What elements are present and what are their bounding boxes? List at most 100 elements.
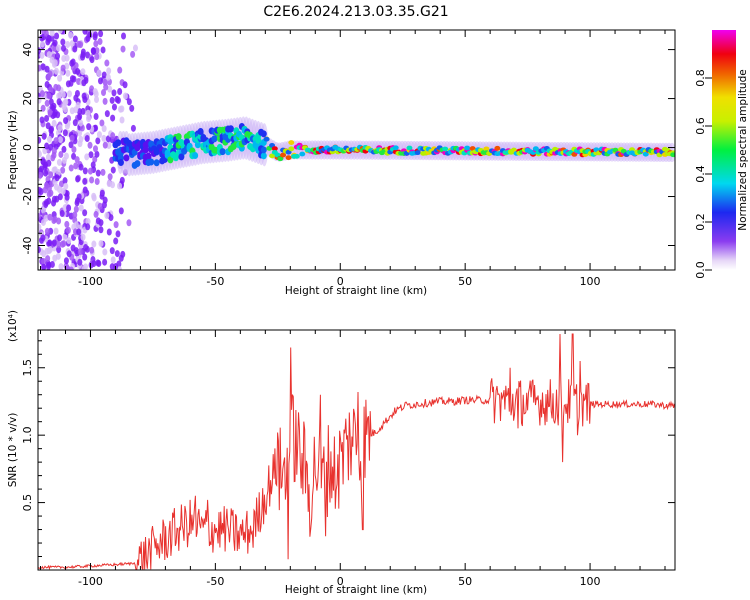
spectrogram-noise-cell — [68, 31, 74, 39]
spectrogram-noise-cell — [70, 244, 76, 252]
snr-y-axis-label: SNR (10 * v/v) — [7, 413, 19, 488]
spectrogram-noise-cell — [122, 81, 128, 89]
spectrogram-noise-cell — [98, 226, 104, 234]
spectrogram-noise-cell — [126, 98, 132, 106]
spectrogram-ridge-cell — [115, 139, 122, 147]
spectrogram-noise-cell — [107, 173, 113, 181]
chart-title: C2E6.2024.213.03.35.G21 — [263, 4, 448, 20]
spectrogram-noise-cell — [88, 151, 94, 159]
spectrogram-noise-cell — [97, 77, 103, 85]
spectrogram-noise-cell — [58, 263, 64, 270]
snr-axes: -100 -50 0 50 100 0.5 1.0 1.5 — [21, 330, 675, 588]
spectrogram-ridge-cell — [442, 146, 449, 152]
spectrogram-noise-cell — [38, 47, 42, 55]
snr-panel: -100 -50 0 50 100 0.5 1.0 1.5 Height of straigh… — [7, 310, 676, 596]
spectrogram-noise-cell — [85, 109, 91, 117]
spectrogram-noise-cell — [54, 32, 60, 40]
spectrogram-noise-cell — [82, 186, 88, 194]
spectrogram-noise-cell — [46, 51, 52, 59]
spectrogram-noise-cell — [101, 201, 107, 209]
spectrogram-noise-cell — [81, 79, 87, 87]
spectrogram-noise-cell — [44, 142, 50, 150]
spectrogram-noise-cell — [119, 105, 125, 113]
spectrogram-noise-cell — [77, 113, 83, 121]
spectrogram-noise-cell — [51, 239, 57, 247]
snr-y-tick-label: 0.5 — [21, 494, 34, 512]
spectrogram-noise-cell — [77, 248, 83, 256]
spectrogram-noise-cell — [78, 163, 84, 171]
spectrogram-noise-cell — [56, 158, 62, 166]
spectrogram-noise-cell — [100, 168, 106, 176]
spectrogram-noise-cell — [91, 240, 97, 248]
spectrogram-noise-cell — [121, 32, 127, 40]
spectrogram-ridge-cell — [117, 159, 124, 167]
spectrogram-noise-cell — [43, 214, 49, 222]
spectrogram-noise-cell — [44, 182, 50, 190]
spectrogram-x-tick-label: 50 — [458, 275, 472, 288]
spectrogram-noise-cell — [73, 106, 79, 114]
snr-series-line — [38, 333, 675, 570]
spectrogram-noise-cell — [40, 206, 46, 214]
spectrogram-ridge-cell — [670, 152, 675, 158]
spectrogram-noise-cell — [76, 40, 82, 48]
spectrogram-noise-cell — [87, 141, 93, 149]
spectrogram-noise-cell — [56, 240, 62, 248]
snr-x-tick-label: -100 — [78, 575, 103, 588]
spectrogram-noise-cell — [38, 64, 42, 72]
spectrogram-noise-cell — [65, 41, 71, 49]
spectrogram-noise-cell — [48, 171, 54, 179]
spectrogram-ridge-cell — [260, 146, 267, 154]
spectrogram-noise-cell — [102, 97, 108, 105]
spectrogram-noise-cell — [69, 134, 75, 142]
spectrogram-noise-cell — [117, 182, 123, 190]
spectrogram-noise-cell — [65, 69, 71, 77]
spectrogram-noise-cell — [132, 44, 138, 52]
spectrogram-noise-cell — [58, 180, 64, 188]
spectrogram-noise-cell — [102, 78, 108, 86]
spectrogram-ridge-cell — [175, 133, 182, 141]
spectrogram-noise-cell — [66, 237, 72, 245]
spectrogram-ridge-cell — [142, 146, 149, 154]
spectrogram-noise-cell — [68, 164, 74, 172]
spectrogram-noise-cell — [63, 262, 69, 270]
spectrogram-noise-cell — [63, 257, 69, 265]
spectrogram-noise-cell — [100, 46, 106, 54]
spectrogram-noise-cell — [101, 134, 107, 142]
spectrogram-noise-cell — [96, 69, 102, 77]
spectrogram-ridge-cell — [392, 145, 399, 151]
spectrogram-noise-cell — [116, 266, 122, 270]
spectrogram-ridge-cell — [642, 151, 649, 157]
spectrogram-noise-cell — [57, 136, 63, 144]
spectrogram-noise-cell — [38, 223, 42, 231]
spectrogram-ridge-cell — [153, 159, 160, 167]
spectrogram-noise-cell — [92, 155, 98, 163]
spectrogram-noise-cell — [93, 210, 99, 218]
spectrogram-marks — [38, 30, 675, 270]
spectrogram-noise-cell — [62, 233, 68, 241]
spectrogram-ridge-cell — [269, 153, 276, 159]
spectrogram-noise-cell — [82, 167, 88, 175]
spectrogram-noise-cell — [66, 204, 72, 212]
spectrogram-noise-cell — [51, 147, 57, 155]
spectrogram-noise-cell — [89, 176, 95, 184]
spectrogram-noise-cell — [52, 59, 58, 67]
spectrogram-noise-cell — [45, 73, 51, 81]
spectrogram-noise-cell — [38, 136, 42, 144]
spectrogram-noise-cell — [38, 96, 42, 104]
spectrogram-ridge-cell — [123, 154, 130, 162]
spectrogram-x-axis-label: Height of straight line (km) — [285, 285, 427, 297]
spectrogram-noise-cell — [52, 108, 58, 116]
spectrogram-ridge-cell — [194, 141, 201, 149]
spectrogram-noise-cell — [99, 189, 105, 197]
spectrogram-noise-cell — [62, 105, 68, 113]
spectrogram-noise-cell — [75, 175, 81, 183]
colorbar-tick-label: 0.2 — [694, 213, 707, 231]
spectrogram-y-tick-label: 0 — [21, 144, 34, 151]
spectrogram-noise-cell — [78, 119, 84, 127]
spectrogram-noise-cell — [114, 250, 120, 258]
spectrogram-noise-cell — [56, 246, 62, 254]
spectrogram-noise-cell — [45, 255, 51, 263]
spectrogram-noise-cell — [91, 260, 97, 268]
spectrogram-noise-cell — [83, 244, 89, 252]
spectrogram-noise-cell — [43, 169, 49, 177]
